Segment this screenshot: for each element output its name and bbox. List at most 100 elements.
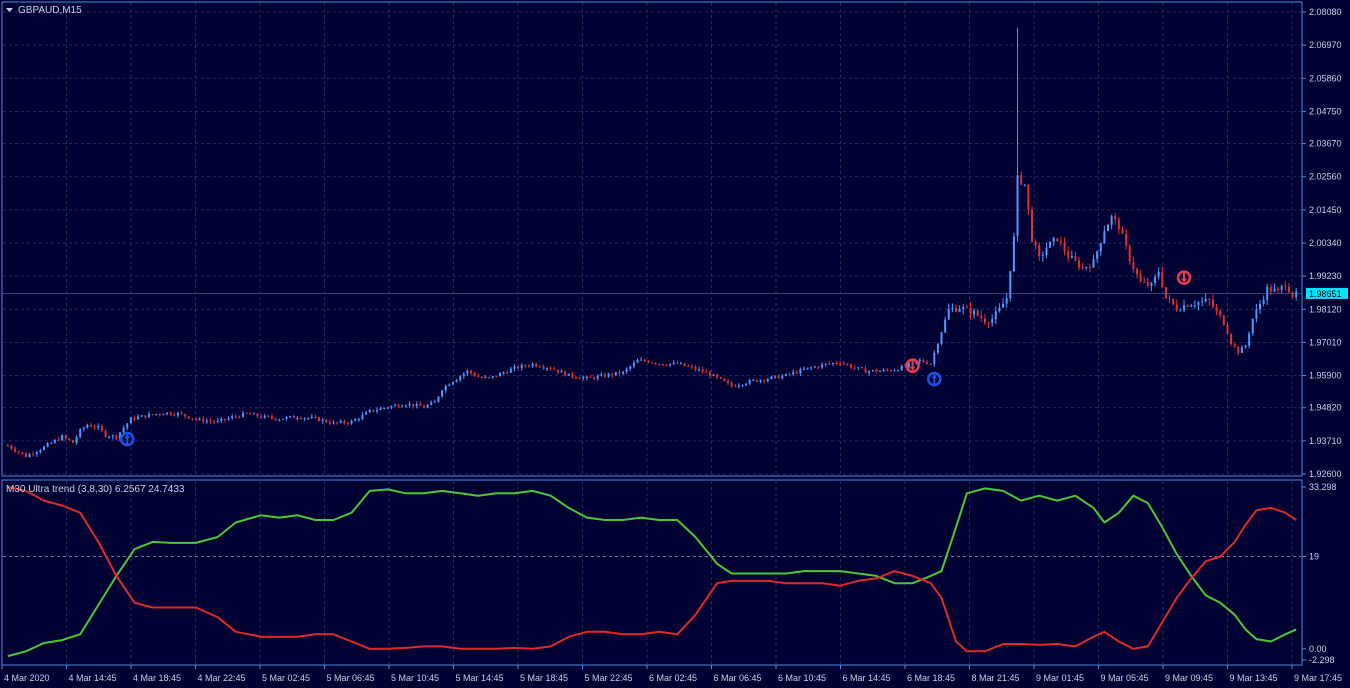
candle-body [994, 311, 997, 319]
candle-body [940, 332, 943, 344]
candle-body [318, 417, 321, 422]
candle-body [1074, 256, 1077, 261]
signal-head [931, 374, 938, 379]
candle-body [741, 385, 744, 387]
price-tick-label: 1.97010 [1309, 337, 1342, 347]
candle-body [1175, 304, 1178, 311]
price-tick-label: 2.05860 [1309, 73, 1342, 83]
price-tick-label: 1.94820 [1309, 403, 1342, 413]
candle-body [618, 372, 621, 374]
candle-body [245, 412, 248, 414]
candle-body [542, 367, 545, 369]
candle-body [1056, 238, 1059, 242]
candle-body [987, 322, 990, 324]
candle-body [1092, 259, 1095, 268]
candle-body [1157, 272, 1160, 277]
candle-body [1251, 318, 1254, 334]
candle-body [1208, 299, 1211, 301]
candle-body [1049, 241, 1052, 248]
candle-body [560, 371, 563, 373]
current-price-label: 1.98651 [1309, 289, 1342, 299]
candle-body [180, 412, 183, 415]
candle-body [614, 372, 617, 376]
candle-body [21, 452, 24, 454]
candle-body [727, 380, 729, 383]
time-label: 9 Mar 13:45 [1230, 673, 1278, 683]
candle-body [1186, 305, 1189, 307]
candle-body [781, 375, 784, 379]
candle-body [299, 418, 302, 420]
candle-body [111, 435, 114, 437]
candle-body [716, 374, 719, 378]
candle-body [1132, 261, 1135, 269]
candle-body [1117, 219, 1120, 230]
time-label: 5 Mar 22:45 [585, 673, 633, 683]
candle-body [1041, 254, 1044, 257]
candle-body [907, 363, 910, 367]
candle-body [28, 454, 31, 458]
candle-body [1183, 305, 1185, 311]
candle-body [1143, 281, 1146, 283]
candle-body [564, 371, 567, 376]
candle-body [122, 427, 125, 433]
collapse-triangle-icon[interactable] [6, 8, 13, 12]
candle-body [857, 367, 860, 369]
candle-body [629, 366, 632, 369]
time-label: 4 Mar 14:45 [69, 673, 117, 683]
symbol-header[interactable]: GBPAUD,M15 [6, 5, 82, 16]
candle-body [488, 376, 491, 378]
candle-body [267, 415, 270, 417]
candle-body [763, 380, 766, 382]
candle-body [1161, 272, 1164, 288]
candle-body [589, 376, 592, 378]
candle-body [745, 383, 748, 386]
candle-body [531, 363, 534, 367]
candle-body [1240, 347, 1243, 353]
candle-body [1237, 346, 1240, 353]
candle-body [669, 363, 672, 366]
time-label: 9 Mar 09:45 [1165, 673, 1213, 683]
candle-body [976, 310, 979, 316]
time-label: 9 Mar 17:45 [1294, 673, 1342, 683]
candle-body [748, 380, 751, 384]
candle-body [1107, 224, 1109, 232]
price-tick-label: 2.08080 [1309, 7, 1342, 17]
candle-body [423, 406, 425, 408]
candle-body [1052, 238, 1055, 242]
candle-body [585, 376, 588, 378]
time-label: 4 Mar 2020 [4, 673, 50, 683]
candle-body [860, 367, 863, 369]
candle-body [1088, 267, 1091, 269]
candle-body [1078, 260, 1081, 268]
candle-body [14, 448, 17, 452]
candle-body [480, 377, 483, 379]
candle-body [234, 416, 237, 418]
candle-body [969, 307, 972, 315]
candle-body [520, 365, 523, 369]
candle-body [1027, 184, 1030, 210]
candle-body [1211, 299, 1214, 308]
current-price-tag [1306, 287, 1348, 299]
candle-body [477, 375, 480, 378]
price-grid [1, 3, 1301, 475]
candle-body [719, 377, 722, 379]
candle-body [524, 365, 527, 367]
candle-body [1168, 298, 1171, 300]
candle-body [701, 369, 704, 372]
candle-body [828, 363, 831, 365]
candle-body [459, 376, 462, 380]
candle-body [947, 308, 950, 320]
candle-body [643, 359, 646, 362]
time-label: 6 Mar 18:45 [907, 673, 955, 683]
candle-body [292, 416, 295, 419]
candle-body [774, 375, 777, 377]
candle-body [470, 370, 473, 374]
candle-body [593, 377, 596, 379]
candle-body [1255, 309, 1258, 319]
price-tick-label: 2.00340 [1309, 238, 1342, 248]
indicator-axis-labels: 33.298 19 0.00-2.298 [1302, 482, 1337, 665]
candle-body [383, 407, 386, 409]
candle-body [176, 412, 179, 416]
candle-body [766, 379, 769, 381]
